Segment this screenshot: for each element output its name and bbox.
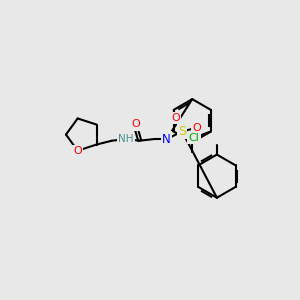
Text: O: O xyxy=(192,123,201,133)
Text: NH: NH xyxy=(118,134,134,144)
Text: O: O xyxy=(131,119,140,130)
Text: N: N xyxy=(162,133,171,146)
Text: Cl: Cl xyxy=(188,133,200,142)
Text: O: O xyxy=(172,113,180,123)
Text: S: S xyxy=(178,125,186,138)
Text: O: O xyxy=(73,146,82,156)
